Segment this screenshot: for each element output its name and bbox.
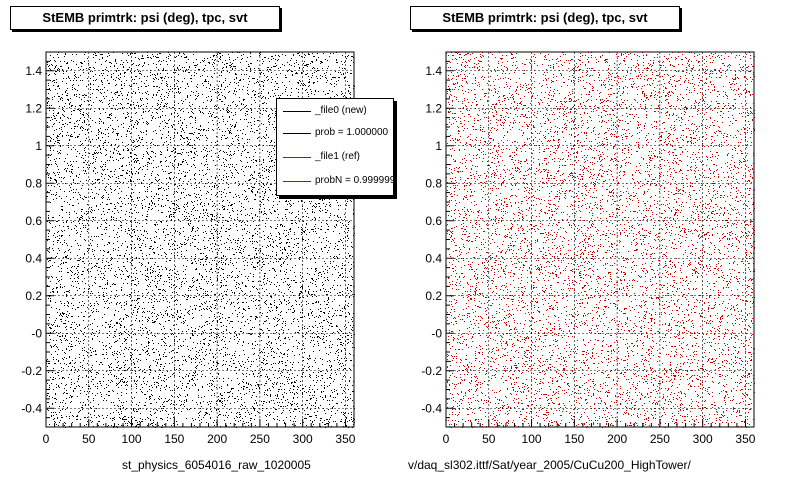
y-tick-label: -0 [431,326,442,340]
legend-label-new: _file0 (new) [315,105,367,116]
x-tick-label: 300 [293,432,313,446]
x-tick-label: 300 [693,432,713,446]
legend-entry-probn: probN = 0.999999 [277,171,394,191]
x-tick-label: 50 [82,432,96,446]
x-tick-label: 50 [482,432,496,446]
y-tick-label: 0.4 [25,251,42,265]
y-tick-label: 1.2 [25,101,42,115]
x-tick-label: 100 [122,432,142,446]
y-tick-label: 1 [35,139,42,153]
y-tick-label: 0.6 [25,214,42,228]
legend-line-probn [283,181,311,182]
x-tick-label: 0 [43,432,50,446]
left-x-axis-label: st_physics_6054016_raw_1020005 [122,458,311,472]
x-tick-label: 350 [335,432,355,446]
legend-line-ref [283,157,311,158]
legend: _file0 (new) prob = 1.000000 _file1 (ref… [276,98,394,196]
right-plot: 0 50 100 150 200 250 300 350 -0.4 -0.2 -0 0.2 0.4 0.6… [421,51,756,446]
y-tick-label: 0.8 [25,176,42,190]
legend-entry-ref: _file1 (ref) [277,147,393,167]
legend-label-probn: probN = 0.999999 [315,175,394,186]
y-tick-label: 0.4 [425,251,442,265]
legend-line-prob [283,133,311,134]
right-x-axis-label: v/daq_sl302.ittf/Sat/year_2005/CuCu200_H… [408,458,691,472]
x-tick-label: 150 [164,432,184,446]
y-tick-label: -0 [31,326,42,340]
y-tick-label: 1.2 [425,101,442,115]
y-tick-label: -0.2 [421,364,442,378]
x-tick-label: 0 [443,432,450,446]
y-tick-label: 1.4 [425,64,442,78]
y-tick-label: -0.4 [421,401,442,415]
x-tick-label: 200 [607,432,627,446]
y-tick-label: -0.4 [21,401,42,415]
left-chart-title: StEMB primtrk: psi (deg), tpc, svt [10,6,280,30]
y-tick-label: 0.2 [25,289,42,303]
y-tick-label: -0.2 [21,364,42,378]
right-chart-title: StEMB primtrk: psi (deg), tpc, svt [410,6,680,30]
legend-line-new [283,111,311,112]
y-tick-label: 1.4 [25,64,42,78]
x-tick-label: 350 [735,432,755,446]
x-tick-label: 200 [207,432,227,446]
x-tick-label: 250 [650,432,670,446]
x-tick-label: 250 [250,432,270,446]
legend-entry-prob: prob = 1.000000 [277,123,393,143]
x-tick-label: 150 [564,432,584,446]
legend-label-prob: prob = 1.000000 [315,127,389,138]
x-tick-label: 100 [522,432,542,446]
y-tick-label: 1 [435,139,442,153]
legend-label-ref: _file1 (ref) [315,151,361,162]
legend-entry-new: _file0 (new) [277,101,393,121]
y-tick-label: 0.2 [425,289,442,303]
y-tick-label: 0.8 [425,176,442,190]
y-tick-label: 0.6 [425,214,442,228]
scatter-points [446,52,755,428]
